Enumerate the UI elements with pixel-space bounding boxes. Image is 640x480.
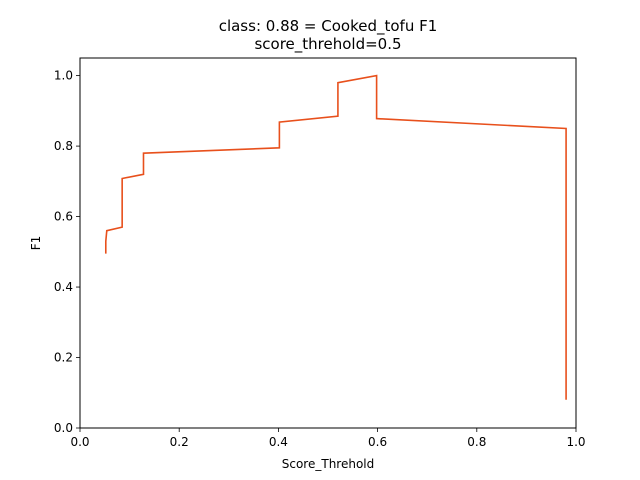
x-tick-label: 0.4: [269, 435, 288, 449]
x-tick-label: 0.8: [467, 435, 486, 449]
y-tick-label: 0.2: [54, 351, 73, 365]
chart-title: class: 0.88 = Cooked_tofu F1: [219, 17, 438, 36]
x-tick-label: 1.0: [566, 435, 585, 449]
y-tick-label: 0.4: [54, 280, 73, 294]
y-tick-label: 0.6: [54, 210, 73, 224]
y-tick-label: 0.0: [54, 421, 73, 435]
x-tick-label: 0.6: [368, 435, 387, 449]
y-axis-label: F1: [29, 236, 43, 251]
x-tick-label: 0.0: [70, 435, 89, 449]
series-group: [104, 74, 567, 400]
x-axis-label: Score_Threhold: [282, 457, 375, 471]
y-tick-label: 0.8: [54, 139, 73, 153]
axis-ticks: 0.0 0.2 0.4 0.6 0.8 1.0 0.0 0.2 0.4 0.6 0.8 1.0: [54, 69, 586, 449]
y-tick-label: 1.0: [54, 69, 73, 83]
x-tick-label: 0.2: [170, 435, 189, 449]
plot-area-frame: [79, 57, 577, 429]
f1-series-line: [104, 74, 567, 400]
chart-subtitle: score_threhold=0.5: [254, 35, 401, 54]
